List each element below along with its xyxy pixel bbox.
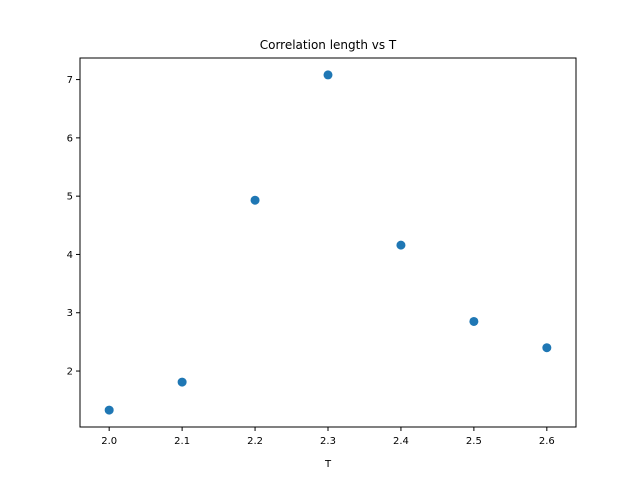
data-point [177,377,187,387]
data-point [104,405,114,415]
y-tick-label: 3 [67,308,73,319]
x-tick-label: 2.5 [466,436,482,447]
data-point [469,316,479,326]
data-point [250,195,260,205]
data-point [323,70,333,80]
plot-area [104,70,552,415]
axes-frame [79,57,577,428]
x-tick-label: 2.3 [320,436,336,447]
chart-title: Correlation length vs T [260,38,397,52]
y-tick-label: 2 [67,367,73,378]
x-tick-label: 2.6 [539,436,555,447]
data-point [542,343,552,353]
x-axis: 2.0 2.1 2.2 2.3 2.4 2.5 2.6 [101,427,555,447]
y-tick-label: 6 [67,133,73,144]
x-tick-label: 2.4 [393,436,409,447]
y-axis: 2 3 4 5 6 7 [67,75,80,378]
x-tick-label: 2.1 [174,436,190,447]
x-axis-label: T [324,459,332,470]
y-tick-label: 7 [67,75,73,86]
x-tick-label: 2.2 [247,436,263,447]
y-tick-label: 5 [67,192,73,203]
x-tick-label: 2.0 [101,436,117,447]
y-tick-label: 4 [67,250,73,261]
data-point [396,240,406,250]
